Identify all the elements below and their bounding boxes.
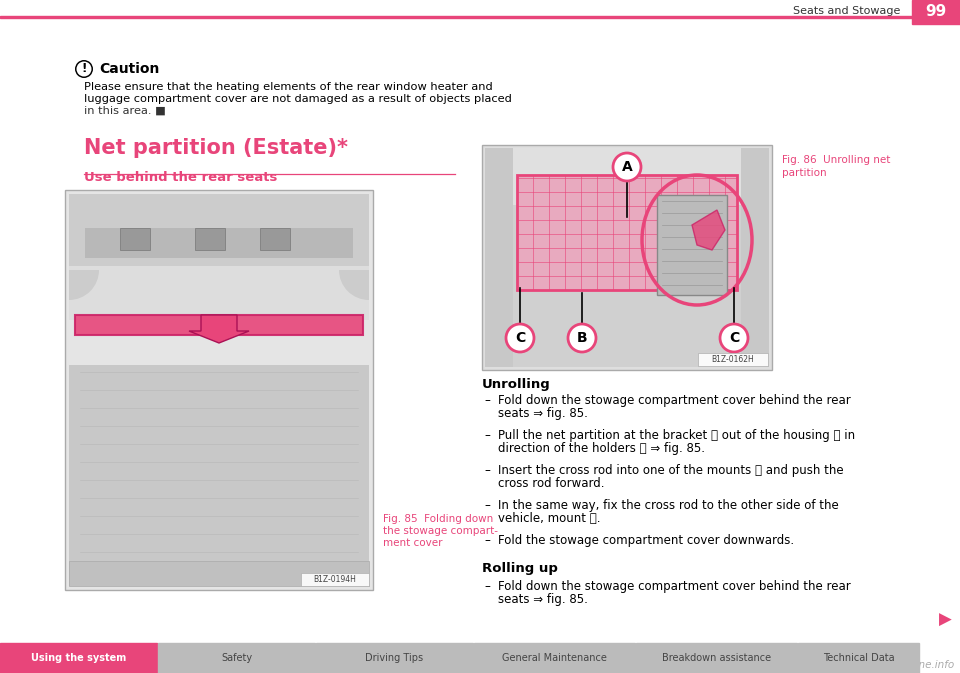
Polygon shape: [692, 210, 725, 250]
Text: B1Z-0162H: B1Z-0162H: [711, 355, 755, 364]
Bar: [316, 643, 473, 673]
Bar: [698, 353, 768, 366]
Text: –: –: [484, 499, 490, 512]
Wedge shape: [69, 270, 99, 300]
Text: ▶: ▶: [939, 611, 952, 629]
Text: Safety: Safety: [221, 653, 252, 663]
Circle shape: [506, 324, 534, 352]
Text: 99: 99: [925, 5, 947, 20]
Text: direction of the holders Ⓒ ⇒ fig. 85.: direction of the holders Ⓒ ⇒ fig. 85.: [498, 442, 705, 455]
Text: –: –: [484, 580, 490, 593]
Bar: [482, 145, 772, 370]
Text: General Maintenance: General Maintenance: [502, 653, 607, 663]
Bar: [65, 190, 373, 590]
Text: Use behind the rear seats: Use behind the rear seats: [84, 171, 277, 184]
Text: Using the system: Using the system: [31, 653, 126, 663]
Text: Rolling up: Rolling up: [482, 562, 558, 575]
Bar: [195, 228, 225, 250]
Polygon shape: [189, 315, 249, 343]
Text: Caution: Caution: [99, 62, 159, 76]
Text: in this area. ■: in this area. ■: [84, 106, 166, 116]
Bar: [517, 175, 737, 290]
Bar: [485, 148, 513, 367]
Circle shape: [720, 324, 748, 352]
Bar: [69, 365, 369, 586]
Text: Net partition (Estate)*: Net partition (Estate)*: [84, 138, 348, 158]
Bar: [301, 573, 369, 586]
Text: seats ⇒ fig. 85.: seats ⇒ fig. 85.: [498, 593, 588, 606]
Text: Fold the stowage compartment cover downwards.: Fold the stowage compartment cover downw…: [498, 534, 794, 547]
Circle shape: [77, 61, 91, 77]
Text: Technical Data: Technical Data: [823, 653, 895, 663]
Text: the stowage compart-: the stowage compart-: [383, 526, 498, 536]
Text: seats ⇒ fig. 85.: seats ⇒ fig. 85.: [498, 407, 588, 420]
Bar: [85, 228, 353, 258]
Circle shape: [568, 324, 596, 352]
Text: B: B: [577, 331, 588, 345]
Bar: [636, 643, 797, 673]
Bar: [657, 195, 727, 295]
Text: Driving Tips: Driving Tips: [366, 653, 423, 663]
Bar: [0, 643, 157, 673]
Circle shape: [613, 153, 641, 181]
Text: Fig. 85  Folding down: Fig. 85 Folding down: [383, 514, 493, 524]
Text: Pull the net partition at the bracket Ⓐ out of the housing Ⓑ in: Pull the net partition at the bracket Ⓐ …: [498, 429, 855, 442]
Text: –: –: [484, 534, 490, 547]
Text: Fold down the stowage compartment cover behind the rear: Fold down the stowage compartment cover …: [498, 580, 851, 593]
Bar: [120, 228, 150, 250]
Text: Fig. 86  Unrolling net: Fig. 86 Unrolling net: [782, 155, 890, 165]
Bar: [75, 315, 363, 335]
Bar: [69, 194, 369, 270]
Text: ment cover: ment cover: [383, 538, 443, 548]
Text: Fold down the stowage compartment cover behind the rear: Fold down the stowage compartment cover …: [498, 394, 851, 407]
Bar: [69, 561, 369, 586]
Text: Seats and Stowage: Seats and Stowage: [793, 6, 900, 16]
Bar: [158, 643, 315, 673]
Bar: [474, 643, 635, 673]
Text: cross rod forward.: cross rod forward.: [498, 477, 605, 490]
Text: partition: partition: [782, 168, 827, 178]
Text: luggage compartment cover are not damaged as a result of objects placed: luggage compartment cover are not damage…: [84, 94, 512, 104]
Bar: [912, 0, 960, 24]
Wedge shape: [339, 270, 369, 300]
Circle shape: [75, 60, 93, 78]
Text: vehicle, mount Ⓒ.: vehicle, mount Ⓒ.: [498, 512, 601, 525]
Text: Breakdown assistance: Breakdown assistance: [662, 653, 771, 663]
Text: C: C: [729, 331, 739, 345]
Text: Insert the cross rod into one of the mounts Ⓒ and push the: Insert the cross rod into one of the mou…: [498, 464, 844, 477]
Text: A: A: [622, 160, 633, 174]
Bar: [485, 148, 769, 205]
Text: –: –: [484, 394, 490, 407]
Bar: [798, 643, 919, 673]
Text: C: C: [515, 331, 525, 345]
Text: In the same way, fix the cross rod to the other side of the: In the same way, fix the cross rod to th…: [498, 499, 839, 512]
Text: Please ensure that the heating elements of the rear window heater and: Please ensure that the heating elements …: [84, 82, 492, 92]
Bar: [485, 148, 769, 367]
Bar: [260, 228, 290, 250]
Text: B1Z-0194H: B1Z-0194H: [314, 575, 356, 584]
Text: carmanualsonline.info: carmanualsonline.info: [840, 660, 955, 670]
Text: !: !: [82, 62, 86, 75]
Bar: [0, 15, 960, 18]
Text: Unrolling: Unrolling: [482, 378, 551, 391]
Text: –: –: [484, 464, 490, 477]
Bar: [741, 148, 769, 367]
Bar: [69, 266, 369, 320]
Text: –: –: [484, 429, 490, 442]
